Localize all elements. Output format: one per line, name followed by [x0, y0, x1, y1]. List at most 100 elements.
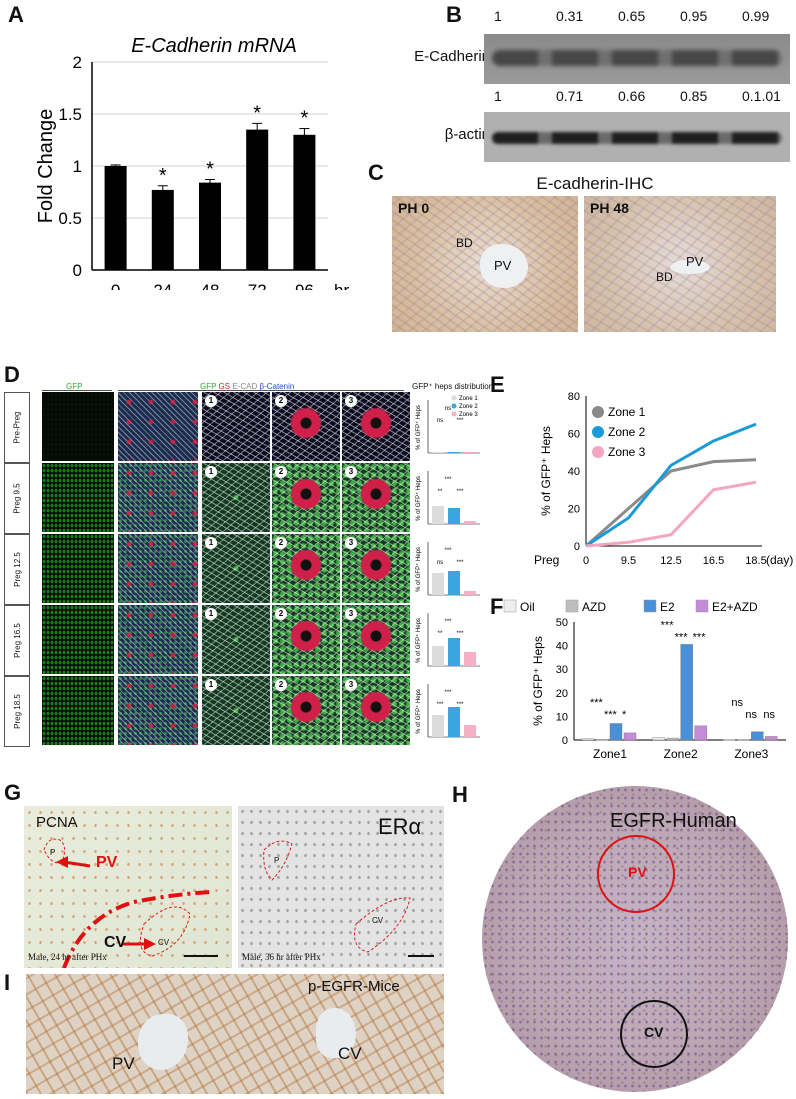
ihc-ph0: PH 0 BD PV: [392, 196, 578, 332]
era-image: ERα P CV Male, 36 hr after PHx: [238, 806, 444, 968]
legend-label: E2+AZD: [712, 600, 758, 614]
mini-bar: [464, 452, 476, 453]
mini-bar: [464, 725, 476, 737]
mini-ylabel: % of GFP⁺ Heps: [415, 547, 422, 592]
panel-letter-b: B: [446, 2, 462, 27]
y-tick-label: 80: [568, 391, 580, 403]
mini-bar: [448, 452, 460, 453]
bar: [609, 723, 623, 741]
zoom-image: 1: [202, 605, 270, 674]
panel-letter-c: C: [368, 160, 384, 185]
zoom-image: 2: [272, 534, 340, 603]
actin-label: β-actin: [444, 126, 490, 143]
ecad-blot: [484, 34, 790, 84]
gfp-image: [42, 676, 114, 745]
mini-bar: [432, 452, 444, 453]
egfr-pv: PV: [628, 864, 647, 880]
bar: [246, 129, 269, 270]
mini-bar: [464, 521, 476, 524]
actin-blot: [484, 112, 790, 162]
zoom-image: 3: [342, 534, 410, 603]
pcna-pv: PV: [96, 854, 118, 871]
legend-swatch: [643, 599, 657, 613]
significance: ***: [693, 631, 707, 643]
mini-ylabel: % of GFP⁺ Heps: [415, 689, 422, 734]
x-tick-label: Zone1: [593, 747, 627, 761]
gfp-image: [42, 392, 114, 461]
gfp-image: [42, 605, 114, 674]
bar: [199, 182, 221, 270]
panel-letter-h: H: [452, 782, 468, 807]
y-tick-label: 10: [556, 711, 568, 723]
series-line: [585, 480, 757, 548]
mini-bar: [448, 571, 460, 595]
y-axis-label: % of GFP⁺ Heps: [531, 636, 545, 726]
zoom-number: 1: [205, 466, 217, 478]
significance: ns: [745, 709, 757, 721]
ecad-value: 0.65: [618, 8, 646, 24]
legend-marker: [592, 406, 604, 418]
mini-chart: % of GFP⁺ Heps ****** ***: [415, 684, 480, 738]
x-unit-label: (day): [766, 553, 793, 567]
zoom-number: 1: [205, 608, 217, 620]
mini-legend-dot: [451, 403, 457, 409]
pcna-cv-small: CV: [158, 938, 170, 947]
significance: *: [622, 709, 627, 721]
ph48-bd: BD: [656, 270, 673, 284]
x-tick-label: 16.5: [703, 555, 724, 567]
x-tick-label: 12.5: [660, 555, 681, 567]
legend-label: E2: [660, 600, 675, 614]
mini-ylabel: % of GFP⁺ Heps: [415, 476, 422, 521]
ecad-value: 1: [494, 8, 502, 24]
significance: ***: [604, 709, 618, 721]
bar: [751, 731, 764, 741]
bar: [581, 738, 595, 741]
bar: [680, 644, 693, 741]
mini-chart: % of GFP⁺ Heps ***ns ***: [415, 542, 480, 596]
panel-letter-a: A: [8, 2, 24, 27]
significance: *: [159, 165, 167, 187]
mini-legend-dot: [451, 411, 457, 417]
bar: [623, 732, 637, 741]
pegfr-image: p-EGFR-Mice PV CV: [26, 974, 444, 1094]
merge-image: [118, 534, 198, 603]
panel-letter-f: F: [490, 594, 504, 619]
significance: ns: [763, 709, 775, 721]
zoom-number: 2: [275, 679, 287, 691]
pcna-caption: Male, 24 hr after PHx: [28, 952, 107, 962]
mini-bar: [464, 652, 476, 666]
actin-value: 0.1.01: [742, 88, 781, 104]
mini-sig: ***: [456, 702, 464, 708]
y-tick-label: 0: [73, 261, 82, 280]
egfr-cv: CV: [644, 1024, 664, 1040]
panel-letter-d: D: [4, 362, 20, 387]
pegfr-cv: CV: [338, 1044, 362, 1063]
mini-legend-label: Zone 3: [459, 412, 478, 418]
egfr-human-image: EGFR-Human PV CV: [478, 780, 792, 1096]
mini-bar: [432, 715, 444, 737]
panel-d-grid: Pre-Preg 1 2 3% of GFP⁺ Heps ns ns *** Zone 1 Zo…: [4, 392, 484, 748]
zoom-image: 3: [342, 676, 410, 745]
pcna-label: PCNA: [36, 814, 78, 831]
panel-c-title: E-cadherin-IHC: [536, 174, 654, 193]
legend-swatch: [565, 599, 579, 613]
ecad-label: E-Cadherin: [414, 48, 490, 65]
mini-legend-label: Zone 2: [459, 404, 478, 410]
bar: [666, 737, 679, 741]
mini-chart: % of GFP⁺ Heps ***** ***: [415, 613, 480, 667]
chart-a-title: E-Cadherin mRNA: [131, 35, 297, 57]
legend-swatch: [695, 599, 709, 613]
mini-ylabel: % of GFP⁺ Heps: [415, 618, 422, 663]
ph48-label: PH 48: [590, 200, 629, 216]
mini-sig: ***: [436, 702, 444, 708]
mini-bar: [432, 573, 444, 595]
ph0-label: PH 0: [398, 200, 430, 216]
merge-image: [118, 605, 198, 674]
mini-sig: **: [438, 489, 443, 495]
egfr-title: EGFR-Human: [610, 810, 737, 832]
actin-value: 0.71: [556, 88, 584, 104]
mini-bar: [432, 646, 444, 666]
significance: *: [206, 159, 214, 181]
significance: ***: [590, 697, 604, 709]
